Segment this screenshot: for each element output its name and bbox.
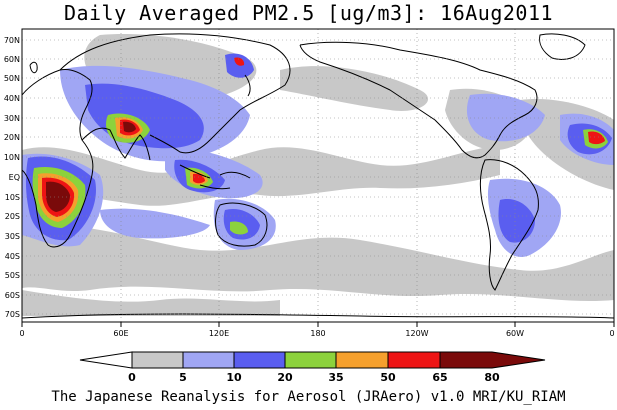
- lat-label: EQ: [9, 173, 20, 182]
- colorbar-label: 20: [277, 371, 293, 384]
- lat-label: 30S: [5, 232, 20, 241]
- data-source-credit: The Japanese Reanalysis for Aerosol (JRA…: [51, 389, 566, 405]
- lat-label: 10S: [5, 193, 20, 202]
- colorbar-segment: [387, 351, 441, 369]
- colorbar-label: 50: [380, 371, 396, 384]
- colorbar-segment: [182, 351, 235, 369]
- lat-label: 50N: [4, 74, 20, 83]
- colorbar-segment: [131, 351, 184, 369]
- lat-label: 20N: [4, 133, 20, 142]
- colorbar-segment: [79, 351, 133, 369]
- latitude-labels: 70N 60N 50N 40N 30N 20N 10N EQ 10S 20S 3…: [4, 36, 20, 319]
- pm25-concentration-field: [22, 34, 614, 316]
- lat-label: 10N: [4, 153, 20, 162]
- colorbar-label: 80: [484, 371, 500, 384]
- lon-label: 0: [19, 329, 24, 338]
- lat-label: 70S: [5, 310, 20, 319]
- graticule: [22, 29, 614, 322]
- lon-label: 180: [310, 329, 325, 338]
- colorbar-label: 0: [128, 371, 136, 384]
- colorbar-segment: [233, 351, 286, 369]
- lat-label: 40N: [4, 94, 20, 103]
- lat-label: 60N: [4, 55, 20, 64]
- colorbar-segment: [335, 351, 389, 369]
- colorbar-label: 5: [179, 371, 187, 384]
- lat-label: 20S: [5, 212, 20, 221]
- longitude-labels: 0 60E 120E 180 120W 60W 0: [19, 329, 614, 338]
- lat-label: 70N: [4, 36, 20, 45]
- lon-label: 120W: [405, 329, 428, 338]
- map-title: Daily Averaged PM2.5 [ug/m3]: 16Aug2011: [63, 1, 554, 25]
- axis-ticks: [21, 322, 615, 327]
- colorbar-label: 35: [328, 371, 343, 384]
- lat-label: 50S: [5, 271, 20, 280]
- lat-label: 40S: [5, 252, 20, 261]
- colorbar-labels: 0 5 10 20 35 50 65 80: [128, 371, 500, 384]
- lon-label: 120E: [209, 329, 229, 338]
- lon-label: 0: [609, 329, 614, 338]
- colorbar-label: 65: [432, 371, 447, 384]
- colorbar: [79, 351, 546, 369]
- colorbar-label: 10: [226, 371, 242, 384]
- lat-label: 30N: [4, 114, 20, 123]
- lat-label: 60S: [5, 291, 20, 300]
- colorbar-segment: [284, 351, 337, 369]
- lon-label: 60E: [113, 329, 128, 338]
- colorbar-segment: [439, 351, 546, 369]
- lon-label: 60W: [506, 329, 524, 338]
